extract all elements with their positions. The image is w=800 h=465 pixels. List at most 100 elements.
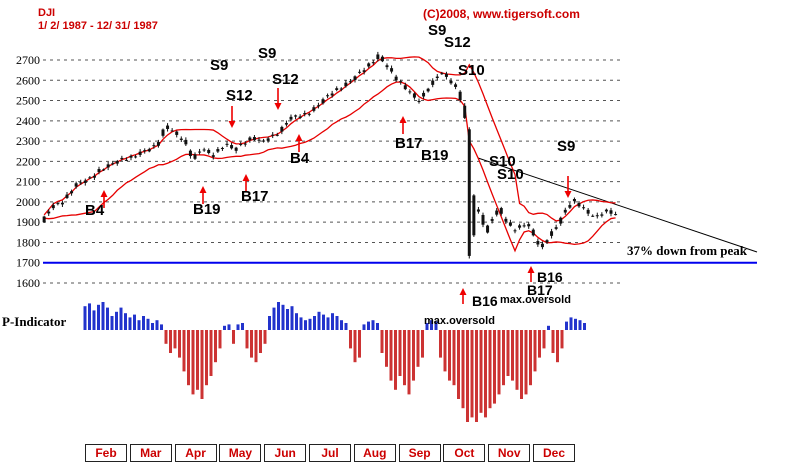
- signal-label-b16: B16: [472, 293, 498, 309]
- indicator-bar-positive: [272, 307, 276, 330]
- candle-body: [614, 214, 618, 216]
- indicator-bar-positive: [124, 313, 127, 330]
- indicator-bar-negative: [353, 330, 357, 363]
- month-label-dec: Dec: [533, 444, 575, 462]
- buy-arrowhead: [100, 190, 108, 197]
- candle-body: [577, 202, 581, 207]
- candle-body: [184, 139, 188, 145]
- candle-body: [161, 129, 165, 136]
- candle-body: [102, 169, 106, 171]
- indicator-bar-positive: [430, 320, 433, 330]
- candle-body: [431, 80, 435, 85]
- indicator-bar-negative: [475, 330, 478, 422]
- indicator-bar-negative: [164, 330, 168, 344]
- copyright-label: (C)2008, www.tigersoft.com: [423, 7, 580, 21]
- indicator-bar-positive: [308, 318, 312, 330]
- candle-body: [568, 205, 572, 208]
- month-label-aug: Aug: [353, 444, 396, 462]
- month-label-may: May: [219, 444, 262, 462]
- candle-body: [399, 81, 403, 83]
- indicator-bar-positive: [133, 314, 136, 330]
- candle-body: [559, 217, 563, 224]
- candle-body: [207, 149, 211, 154]
- candle-body: [115, 161, 119, 164]
- candle-body: [198, 151, 202, 153]
- candle-body: [70, 191, 74, 194]
- candle-body: [120, 157, 124, 159]
- indicator-bar-negative: [529, 330, 532, 386]
- candle-body: [170, 130, 174, 132]
- indicator-bar-negative: [452, 330, 456, 386]
- indicator-bar-negative: [461, 330, 465, 409]
- indicator-bar-positive: [304, 320, 307, 330]
- signal-label-s12: S12: [444, 34, 471, 51]
- signal-label-b4: B4: [85, 202, 105, 219]
- indicator-bar-positive: [322, 314, 325, 330]
- indicator-bar-positive: [331, 313, 334, 330]
- y-axis-label: 2200: [16, 154, 40, 168]
- candle-body: [486, 225, 490, 233]
- indicator-bar-positive: [119, 307, 123, 330]
- candle-body: [476, 209, 480, 212]
- indicator-bar-negative: [250, 330, 253, 358]
- indicator-bar-negative: [421, 330, 424, 358]
- month-label-mar: Mar: [129, 444, 172, 462]
- indicator-bar-positive: [376, 323, 379, 330]
- signal-label-b4: B4: [290, 150, 310, 167]
- y-axis-label: 1800: [16, 235, 40, 249]
- indicator-bar-negative: [448, 330, 451, 381]
- signal-label-s9: S9: [557, 138, 575, 155]
- indicator-bar-negative: [556, 330, 559, 363]
- candle-body: [56, 203, 60, 205]
- candle-body: [294, 115, 298, 117]
- candle-body: [440, 73, 444, 75]
- indicator-bar-positive: [286, 309, 289, 330]
- month-label-apr: Apr: [174, 444, 217, 462]
- candle-body: [472, 195, 476, 236]
- candle-body: [426, 88, 430, 92]
- indicator-bar-positive: [317, 311, 321, 330]
- candle-body: [252, 137, 256, 140]
- candle-body: [216, 149, 220, 152]
- candle-body: [147, 149, 151, 152]
- indicator-bar-positive: [335, 316, 339, 330]
- candle-body: [220, 147, 224, 149]
- candle-body: [540, 243, 544, 248]
- buy-arrowhead: [399, 116, 407, 123]
- indicator-bar-positive: [367, 321, 370, 330]
- indicator-bar-positive: [569, 317, 573, 330]
- indicator-bar-negative: [389, 330, 393, 381]
- candle-body: [362, 70, 366, 72]
- candle-body: [458, 91, 462, 101]
- signal-label-b17: B17: [527, 282, 553, 298]
- indicator-bar-negative: [524, 330, 528, 395]
- date-range-label: 1/ 2/ 1987 - 12/ 31/ 1987: [38, 20, 158, 32]
- candle-body: [225, 143, 229, 145]
- indicator-bar-negative: [380, 330, 384, 353]
- indicator-bar-negative: [218, 330, 222, 349]
- buy-arrowhead: [295, 134, 303, 141]
- indicator-bar-negative: [187, 330, 190, 386]
- y-axis-label: 2700: [16, 53, 40, 67]
- max-oversold-annotation-2: max.oversold: [424, 315, 495, 327]
- indicator-bar-positive: [344, 323, 348, 330]
- candle-body: [335, 88, 339, 90]
- signal-label-b19: B19: [193, 201, 221, 218]
- candle-body: [298, 116, 302, 119]
- indicator-bar-negative: [470, 330, 474, 418]
- indicator-bar-negative: [542, 330, 546, 349]
- indicator-bar-negative: [443, 330, 447, 372]
- indicator-bar-positive: [362, 324, 366, 330]
- candle-body: [554, 227, 558, 229]
- candle-body: [134, 156, 138, 158]
- candle-body: [326, 95, 330, 97]
- candle-body: [417, 100, 421, 103]
- candle-body: [271, 134, 275, 136]
- candle-body: [193, 154, 197, 159]
- indicator-bar-negative: [191, 330, 195, 395]
- candle-body: [604, 209, 608, 212]
- candle-body: [353, 76, 357, 81]
- indicator-bar-negative: [488, 330, 492, 409]
